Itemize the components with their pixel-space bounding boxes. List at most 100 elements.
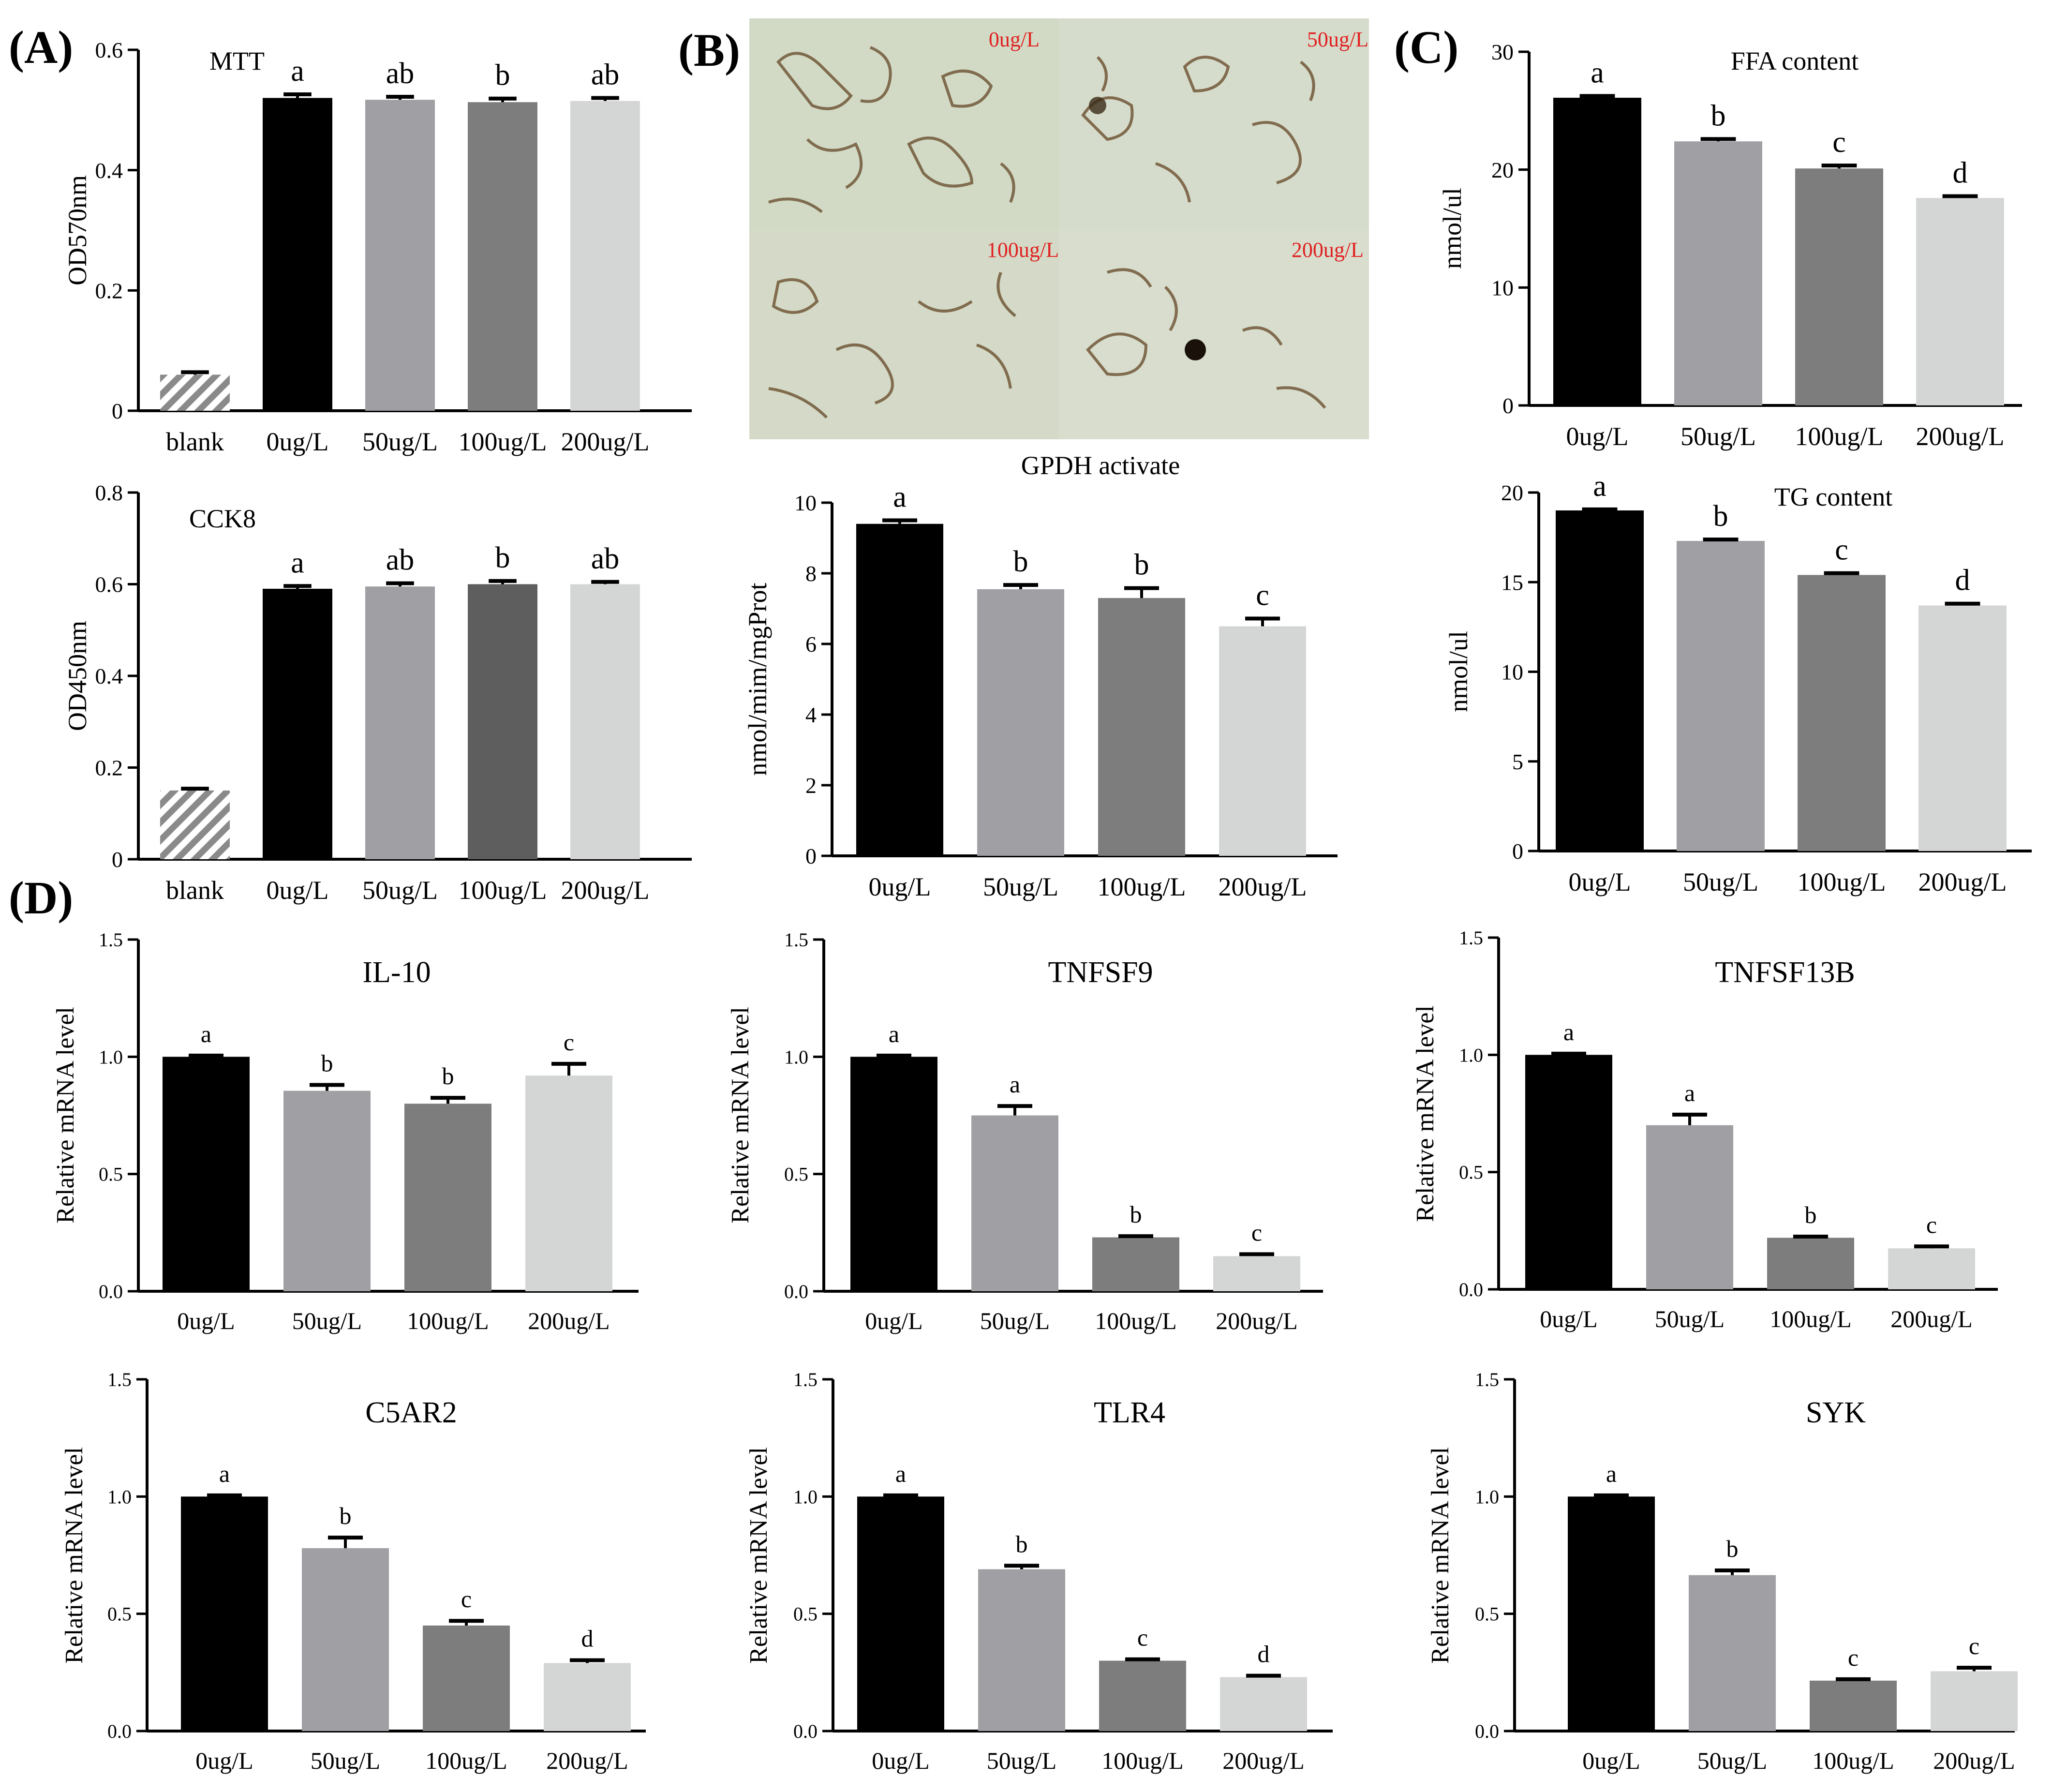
y-tick-label: 0.2 [95,756,123,780]
chart-title: SYK [1806,1396,1866,1429]
significance-letter: b [495,59,510,92]
significance-letter: a [1563,1018,1574,1045]
x-tick-label: 100ug/L [459,427,547,456]
micrograph-image-100ug [749,229,1059,439]
significance-letter: a [1606,1460,1617,1487]
y-axis-label: Relative mRNA level [1412,1005,1439,1222]
y-tick-label: 0.0 [793,1720,818,1742]
y-tick-label: 0.4 [95,158,123,183]
panel-label-d: (D) [9,872,74,924]
bar [404,1104,491,1291]
y-tick-label: 0.5 [784,1164,808,1185]
chart-title: TNFSF9 [1048,956,1153,989]
bar [468,584,537,859]
micrograph-cell-200ug: 200ug/L [1059,229,1369,439]
bar [181,1496,268,1731]
significance-letter: b [1016,1530,1028,1557]
x-tick-label: 0ug/L [267,876,329,905]
x-tick-label: 200ug/L [1933,1747,2015,1774]
significance-letter: b [1013,545,1028,578]
y-tick-label: 10 [1491,275,1514,300]
bar [263,98,332,411]
significance-letter: ab [386,57,415,90]
x-tick-label: 100ug/L [425,1747,507,1774]
bar [1099,1660,1186,1731]
x-tick-label: 0ug/L [872,1747,929,1774]
panel-label-a: (A) [9,21,74,73]
significance-letter: a [889,1020,899,1047]
x-tick-label: 0ug/L [195,1747,253,1774]
x-tick-label: 0ug/L [865,1307,922,1334]
bar [365,100,435,411]
y-tick-label: 0 [112,847,123,872]
y-tick-label: 0.0 [99,1281,123,1302]
chart-gpdh: 0 2 4 6 8 10 nmol/mim/mgProt GPDH activate a 0ug/… [743,451,1338,901]
y-tick-label: 6 [805,632,817,657]
significance-letter: ab [591,542,620,575]
bar [525,1075,612,1291]
x-tick-label: 200ug/L [561,427,650,456]
x-tick-label: 200ug/L [1918,867,2007,896]
x-tick-label: 200ug/L [1219,872,1307,901]
bar [365,586,435,859]
panel-label-b: (B) [678,24,740,76]
significance-letter: b [1713,500,1728,533]
significance-letter: a [1684,1079,1695,1106]
y-tick-label: 1.5 [1459,927,1483,949]
significance-letter: a [291,55,304,88]
x-tick-label: 200ug/L [528,1307,610,1334]
micrograph-cell-0ug: 0ug/L [749,18,1059,229]
x-tick-label: 50ug/L [1655,1305,1725,1332]
significance-letter: b [321,1049,333,1076]
x-tick-label: 100ug/L [1095,1307,1176,1334]
x-tick-label: 50ug/L [362,876,438,905]
x-tick-label: blank [166,876,224,905]
x-tick-label: blank [166,427,224,456]
y-axis-label: nmol/ul [1438,188,1467,269]
x-tick-label: 100ug/L [407,1307,489,1334]
bar [423,1625,510,1731]
bar [1810,1680,1897,1731]
significance-letter: a [1010,1071,1020,1098]
x-tick-label: 0ug/L [1569,867,1631,896]
x-tick-label: 50ug/L [983,872,1058,901]
micrograph-image-0ug [749,18,1059,229]
significance-letter: a [219,1460,230,1487]
bar [1677,541,1765,851]
bar [1767,1238,1854,1289]
y-tick-label: 0.0 [1459,1279,1483,1300]
significance-letter: b [495,541,510,574]
bar [1931,1671,2018,1731]
bar [302,1548,389,1731]
x-tick-label: 200ug/L [561,876,650,905]
bar [971,1115,1058,1291]
bar [1568,1496,1655,1731]
significance-letter: ab [386,544,415,577]
chart-tnfsf9: 0.0 0.5 1.0 1.5 Relative mRNA level TNFSF9 a 0u… [727,929,1323,1334]
x-tick-label: 0ug/L [1582,1747,1640,1774]
significance-letter: c [1256,579,1269,612]
chart-ffa: 0 10 20 30 nmol/ul FFA content a 0ug/L b 50ug/L c 1… [1438,40,2022,451]
y-tick-label: 10 [1501,660,1523,685]
chart-cck8: 0 0.2 0.4 0.6 0.8 OD450nm CCK8 blank a 0ug/L ab 50u… [63,480,692,905]
significance-letter: c [1251,1219,1262,1246]
x-tick-label: 100ug/L [1812,1747,1894,1774]
bar [163,1057,250,1291]
significance-letter: d [1955,564,1970,597]
y-tick-label: 2 [805,773,817,798]
y-tick-label: 1.0 [1475,1486,1499,1508]
bar [1098,598,1185,856]
x-tick-label: 0ug/L [1566,422,1629,451]
bar [1888,1248,1975,1289]
significance-letter: a [895,1460,906,1487]
significance-letter: c [1137,1624,1148,1651]
chart-title: IL-10 [362,956,431,989]
bar [160,374,230,411]
micrograph-panel: 0ug/L 50ug/L [749,18,1369,439]
y-tick-label: 0.6 [95,38,123,62]
y-tick-label: 15 [1501,570,1523,595]
bar [1556,510,1644,851]
bar [1219,626,1306,856]
bar [1795,168,1883,405]
y-tick-label: 0.4 [95,664,123,688]
